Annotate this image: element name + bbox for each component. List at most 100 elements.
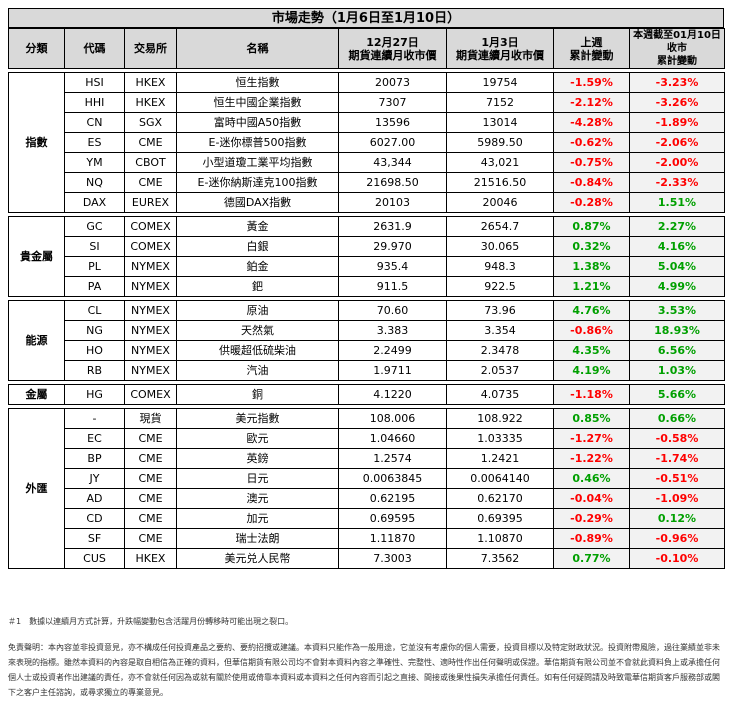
price-jan3-cell: 43,021 [446, 152, 554, 173]
last-week-change-cell: -0.86% [553, 320, 630, 341]
exchange-cell: CME [124, 488, 177, 509]
table-row: NQ CME E-迷你納斯達克100指數 21698.50 21516.50 -0.84%… [9, 172, 725, 193]
price-dec27-cell: 935.4 [338, 256, 447, 277]
code-cell: NG [64, 320, 125, 341]
data-groups: 指數 HSI HKEX 恒生指數 20073 19754 -1.59% -3.23% HHI HK… [8, 72, 725, 569]
code-cell: ES [64, 132, 125, 153]
this-week-change-cell: 4.16% [629, 236, 725, 257]
price-dec27-cell: 6027.00 [338, 132, 447, 153]
price-dec27-cell: 0.69595 [338, 508, 447, 529]
table-row: 金屬 HG COMEX 銅 4.1220 4.0735 -1.18% 5.66% [8, 384, 725, 405]
report-title: 市場走勢（1月6日至1月10日） [8, 8, 724, 28]
table-row: 外匯 - 現貨 美元指數 108.006 108.922 0.85% 0.66% [8, 408, 725, 569]
exchange-cell: NYMEX [124, 360, 177, 381]
price-jan3-cell: 922.5 [446, 276, 554, 297]
this-week-change-cell: 1.51% [629, 192, 725, 213]
price-jan3-cell: 7.3562 [446, 548, 554, 569]
table-row: DAX EUREX 德國DAX指數 20103 20046 -0.28% 1.51% [9, 192, 725, 213]
price-dec27-cell: 7.3003 [338, 548, 447, 569]
price-jan3-cell: 5989.50 [446, 132, 554, 153]
code-cell: NQ [64, 172, 125, 193]
price-dec27-cell: 2.2499 [338, 340, 447, 361]
header-price-dec27-date: 12月27日 [366, 35, 419, 49]
code-cell: CL [64, 300, 125, 321]
code-cell: DAX [64, 192, 125, 213]
last-week-change-cell: -1.59% [553, 72, 630, 93]
footnote: ＃1 數據以連續月方式計算，升跌幅變動包含活躍月份轉移時可能出現之裂口。 [8, 617, 294, 626]
this-week-change-cell: -3.23% [629, 72, 725, 93]
name-cell: 澳元 [176, 488, 339, 509]
table-row: AD CME 澳元 0.62195 0.62170 -0.04% -1.09% [9, 488, 725, 509]
table-row: YM CBOT 小型道瓊工業平均指數 43,344 43,021 -0.75% -2.00% [9, 152, 725, 173]
name-cell: 鉑金 [176, 256, 339, 277]
last-week-change-cell: 1.38% [553, 256, 630, 277]
name-cell: 供暖超低硫柴油 [176, 340, 339, 361]
this-week-change-cell: -1.89% [629, 112, 725, 133]
disclaimer: 免責聲明：本內容並非投資意見，亦不構成任何投資產品之要約、要約招攬或建議。本資料… [8, 643, 720, 697]
name-cell: 恒生指數 [176, 72, 339, 93]
header-category: 分類 [8, 28, 65, 69]
exchange-cell: HKEX [124, 92, 177, 113]
table-row: CD CME 加元 0.69595 0.69395 -0.29% 0.12% [9, 508, 725, 529]
table-row: SF CME 瑞士法朗 1.11870 1.10870 -0.89% -0.96% [9, 528, 725, 549]
name-cell: 瑞士法朗 [176, 528, 339, 549]
price-jan3-cell: 0.69395 [446, 508, 554, 529]
name-cell: 德國DAX指數 [176, 192, 339, 213]
code-cell: BP [64, 448, 125, 469]
code-cell: CN [64, 112, 125, 133]
exchange-cell: NYMEX [124, 256, 177, 277]
exchange-cell: NYMEX [124, 320, 177, 341]
table-row: PA NYMEX 鈀 911.5 922.5 1.21% 4.99% [9, 276, 725, 297]
exchange-cell: CBOT [124, 152, 177, 173]
code-cell: JY [64, 468, 125, 489]
market-table-container: 市場走勢（1月6日至1月10日） 分類 代碼 交易所 名稱 12月27日 期貨連續… [8, 8, 725, 569]
code-cell: HG [64, 384, 125, 405]
exchange-cell: CME [124, 172, 177, 193]
code-cell: - [64, 408, 125, 429]
price-dec27-cell: 4.1220 [338, 384, 447, 405]
last-week-change-cell: -0.89% [553, 528, 630, 549]
table-row: PL NYMEX 鉑金 935.4 948.3 1.38% 5.04% [9, 256, 725, 277]
name-cell: 歐元 [176, 428, 339, 449]
exchange-cell: CME [124, 428, 177, 449]
price-jan3-cell: 1.10870 [446, 528, 554, 549]
name-cell: 加元 [176, 508, 339, 529]
exchange-cell: HKEX [124, 548, 177, 569]
price-dec27-cell: 0.62195 [338, 488, 447, 509]
table-row: CUS HKEX 美元兑人民幣 7.3003 7.3562 0.77% -0.10% [9, 548, 725, 569]
header-price-jan3: 1月3日 期貨連續月收市價 [446, 28, 554, 69]
group-table: 貴金屬 GC COMEX 黃金 2631.9 2654.7 0.87% 2.27% SI COME… [8, 216, 725, 297]
exchange-cell: NYMEX [124, 340, 177, 361]
exchange-cell: COMEX [124, 384, 177, 405]
exchange-cell: CME [124, 508, 177, 529]
last-week-change-cell: -4.28% [553, 112, 630, 133]
price-jan3-cell: 20046 [446, 192, 554, 213]
group-table: 能源 CL NYMEX 原油 70.60 73.96 4.76% 3.53% NG NYMEX 天然… [8, 300, 725, 381]
price-jan3-cell: 2.3478 [446, 340, 554, 361]
price-jan3-cell: 7152 [446, 92, 554, 113]
this-week-change-cell: -0.58% [629, 428, 725, 449]
code-cell: CD [64, 508, 125, 529]
last-week-change-cell: -0.62% [553, 132, 630, 153]
category-cell: 指數 [8, 72, 65, 213]
name-cell: 原油 [176, 300, 339, 321]
this-week-change-cell: 0.66% [629, 408, 725, 429]
header-this-week-label: 本週截至01月10日收市 [633, 30, 721, 54]
price-dec27-cell: 29.970 [338, 236, 447, 257]
this-week-change-cell: -2.33% [629, 172, 725, 193]
price-jan3-cell: 30.065 [446, 236, 554, 257]
price-dec27-cell: 20103 [338, 192, 447, 213]
header-this-week-sub: 累計變動 [657, 56, 697, 67]
table-row: JY CME 日元 0.0063845 0.0064140 0.46% -0.51% [9, 468, 725, 489]
table-row: HHI HKEX 恒生中國企業指數 7307 7152 -2.12% -3.26% [9, 92, 725, 113]
group-table: 金屬 HG COMEX 銅 4.1220 4.0735 -1.18% 5.66% [8, 384, 725, 405]
name-cell: E-迷你標普500指數 [176, 132, 339, 153]
header-name: 名稱 [176, 28, 339, 69]
this-week-change-cell: -0.10% [629, 548, 725, 569]
price-dec27-cell: 7307 [338, 92, 447, 113]
name-cell: 富時中國A50指數 [176, 112, 339, 133]
header-price-dec27-label: 期貨連續月收市價 [348, 48, 437, 62]
price-dec27-cell: 0.0063845 [338, 468, 447, 489]
price-jan3-cell: 2654.7 [446, 216, 554, 237]
price-jan3-cell: 1.2421 [446, 448, 554, 469]
